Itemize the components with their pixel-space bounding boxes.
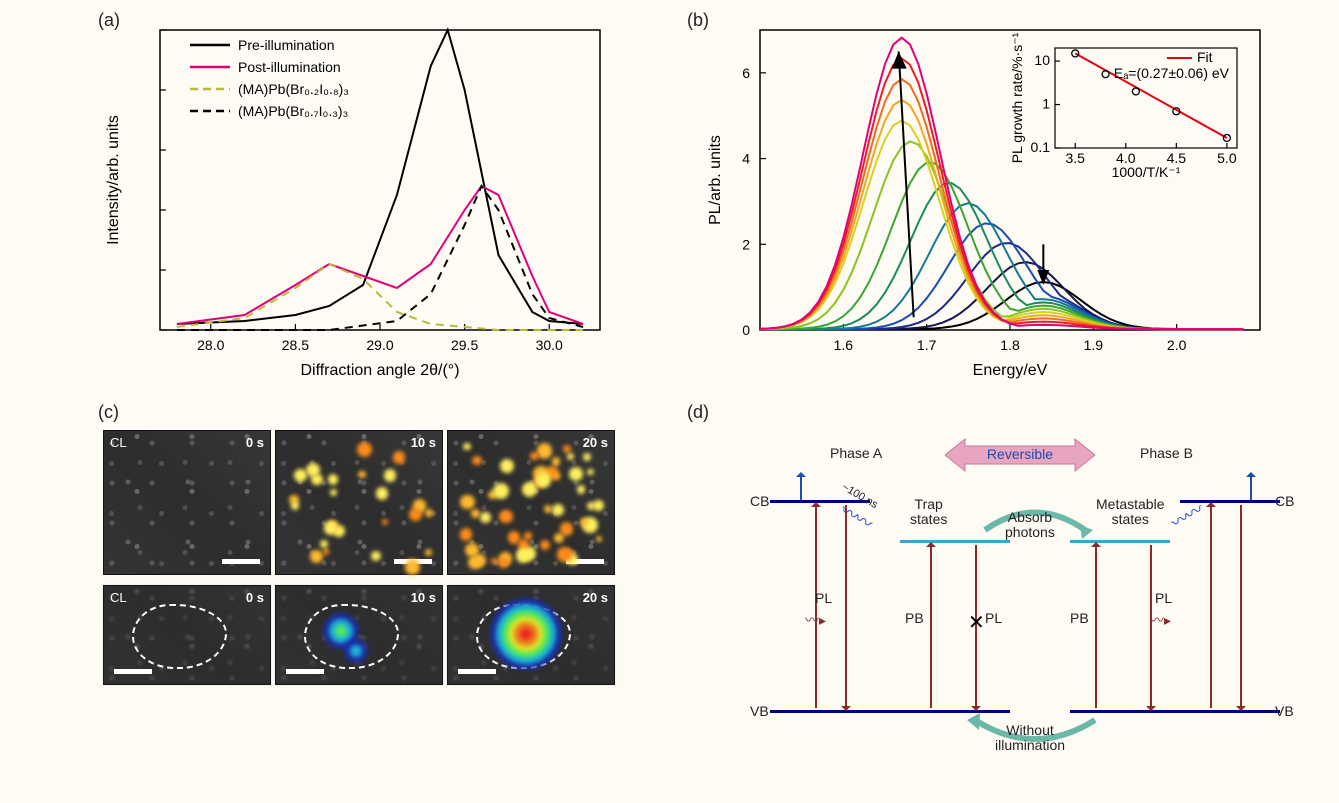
cb-blue-arrow-left [800,475,802,500]
svg-text:10: 10 [1034,52,1050,68]
svg-text:3.5: 3.5 [1065,150,1085,166]
panel-b-ylabel: PL/arb. units [707,135,724,225]
cl-time-0b: 0 s [242,588,268,607]
svg-text:1.6: 1.6 [834,337,854,353]
svg-text:6: 6 [742,65,750,81]
absorb-label: Absorbphotons [1005,510,1055,541]
cb-label-r: CB [1275,493,1294,509]
panel-d-diagram: Phase A Phase B Reversible 〰〰 〰〰 ✕ CB CB… [750,435,1300,785]
phase-b-label: Phase B [1140,445,1193,461]
cl-image-20s-row2: 20 s [447,585,615,685]
cl-time-10: 10 s [407,433,440,452]
svg-text:1.8: 1.8 [1000,337,1020,353]
panel-d-label: (d) [687,402,709,423]
panel-c-label: (c) [98,402,119,423]
svg-text:2: 2 [742,236,750,252]
reversible-arrow: Reversible [945,437,1095,473]
pl-up-left [815,505,817,708]
cl-image-10s-row1: 10 s [275,430,443,575]
svg-text:Eₐ=(0.27±0.06) eV: Eₐ=(0.27±0.06) eV [1114,65,1230,81]
panel-b-chart: 1.6 1.7 1.8 1.9 2.0 0 2 4 6 Energy/eV PL… [700,10,1290,390]
phase-a-label: Phase A [830,445,882,461]
svg-text:29.0: 29.0 [366,337,393,353]
svg-text:0.1: 0.1 [1031,139,1051,155]
pl-wave-2: 〰▸ [1150,610,1171,630]
svg-text:(MA)Pb(Br₀.₂I₀.₈)₃: (MA)Pb(Br₀.₂I₀.₈)₃ [238,81,349,97]
noillum-label: Withoutillumination [995,723,1065,754]
svg-text:29.5: 29.5 [451,337,478,353]
pl-down-right [1240,505,1242,708]
cl-time-10b: 10 s [407,588,440,607]
cb-label-l: CB [750,493,769,509]
pb-label-2: PB [1070,610,1089,626]
cl-tag: CL [106,588,131,607]
svg-text:Post-illumination: Post-illumination [238,59,341,75]
svg-text:1.9: 1.9 [1084,337,1104,353]
cl-time-0: 0 s [242,433,268,452]
scale-bar [286,669,324,674]
svg-text:28.0: 28.0 [197,337,224,353]
cl-image-10s-row2: 10 s [275,585,443,685]
panel-b-xlabel: Energy/eV [973,362,1048,379]
svg-text:2.0: 2.0 [1167,337,1187,353]
pb-label-1: PB [905,610,924,626]
vb-label-l: VB [750,703,769,719]
pl-wave-1: 〰▸ [805,610,826,630]
svg-text:30.0: 30.0 [536,337,563,353]
scale-bar [114,669,152,674]
scale-bar [222,559,260,564]
pl-down-left [845,505,847,708]
panel-a-ylabel: Intensity/arb. units [105,115,122,245]
svg-text:1.7: 1.7 [917,337,937,353]
pb-up-trap [930,545,932,708]
meta-label: Metastablestates [1096,497,1164,528]
vb-label-r: VB [1275,703,1294,719]
svg-text:Pre-illumination: Pre-illumination [238,37,334,53]
svg-text:PL growth rate/%·s⁻¹: PL growth rate/%·s⁻¹ [1009,32,1025,163]
pl-up-right [1210,505,1212,708]
cl-time-20b: 20 s [579,588,612,607]
svg-text:1: 1 [1042,96,1050,112]
trap-label: Trapstates [910,497,947,528]
svg-text:Fit: Fit [1197,49,1213,65]
panel-a-xlabel: Diffraction angle 2θ/(°) [300,362,459,379]
panel-a-chart: 28.0 28.5 29.0 29.5 30.0 Diffraction ang… [90,10,630,390]
svg-text:5.0: 5.0 [1217,150,1237,166]
svg-text:(MA)Pb(Br₀.₇I₀.₃)₃: (MA)Pb(Br₀.₇I₀.₃)₃ [238,103,348,119]
pb-up-meta [1095,545,1097,708]
cl-image-0s-row2: CL 0 s [103,585,271,685]
pl-label-1: PL [815,590,832,606]
svg-text:Reversible: Reversible [987,446,1053,462]
cl-image-0s-row1: CL 0 s [103,430,271,575]
scale-bar [458,669,496,674]
svg-text:1000/T/K⁻¹: 1000/T/K⁻¹ [1112,164,1181,180]
cb-blue-arrow-right [1250,475,1252,500]
svg-text:4: 4 [742,151,750,167]
pl-label-3: PL [1155,590,1172,606]
svg-text:0: 0 [742,322,750,338]
pl-label-2: PL [985,610,1002,626]
svg-text:28.5: 28.5 [282,337,309,353]
forbidden-x: ✕ [968,610,985,635]
cl-time-20: 20 s [579,433,612,452]
cl-tag: CL [106,433,131,452]
cl-image-20s-row1: 20 s [447,430,615,575]
